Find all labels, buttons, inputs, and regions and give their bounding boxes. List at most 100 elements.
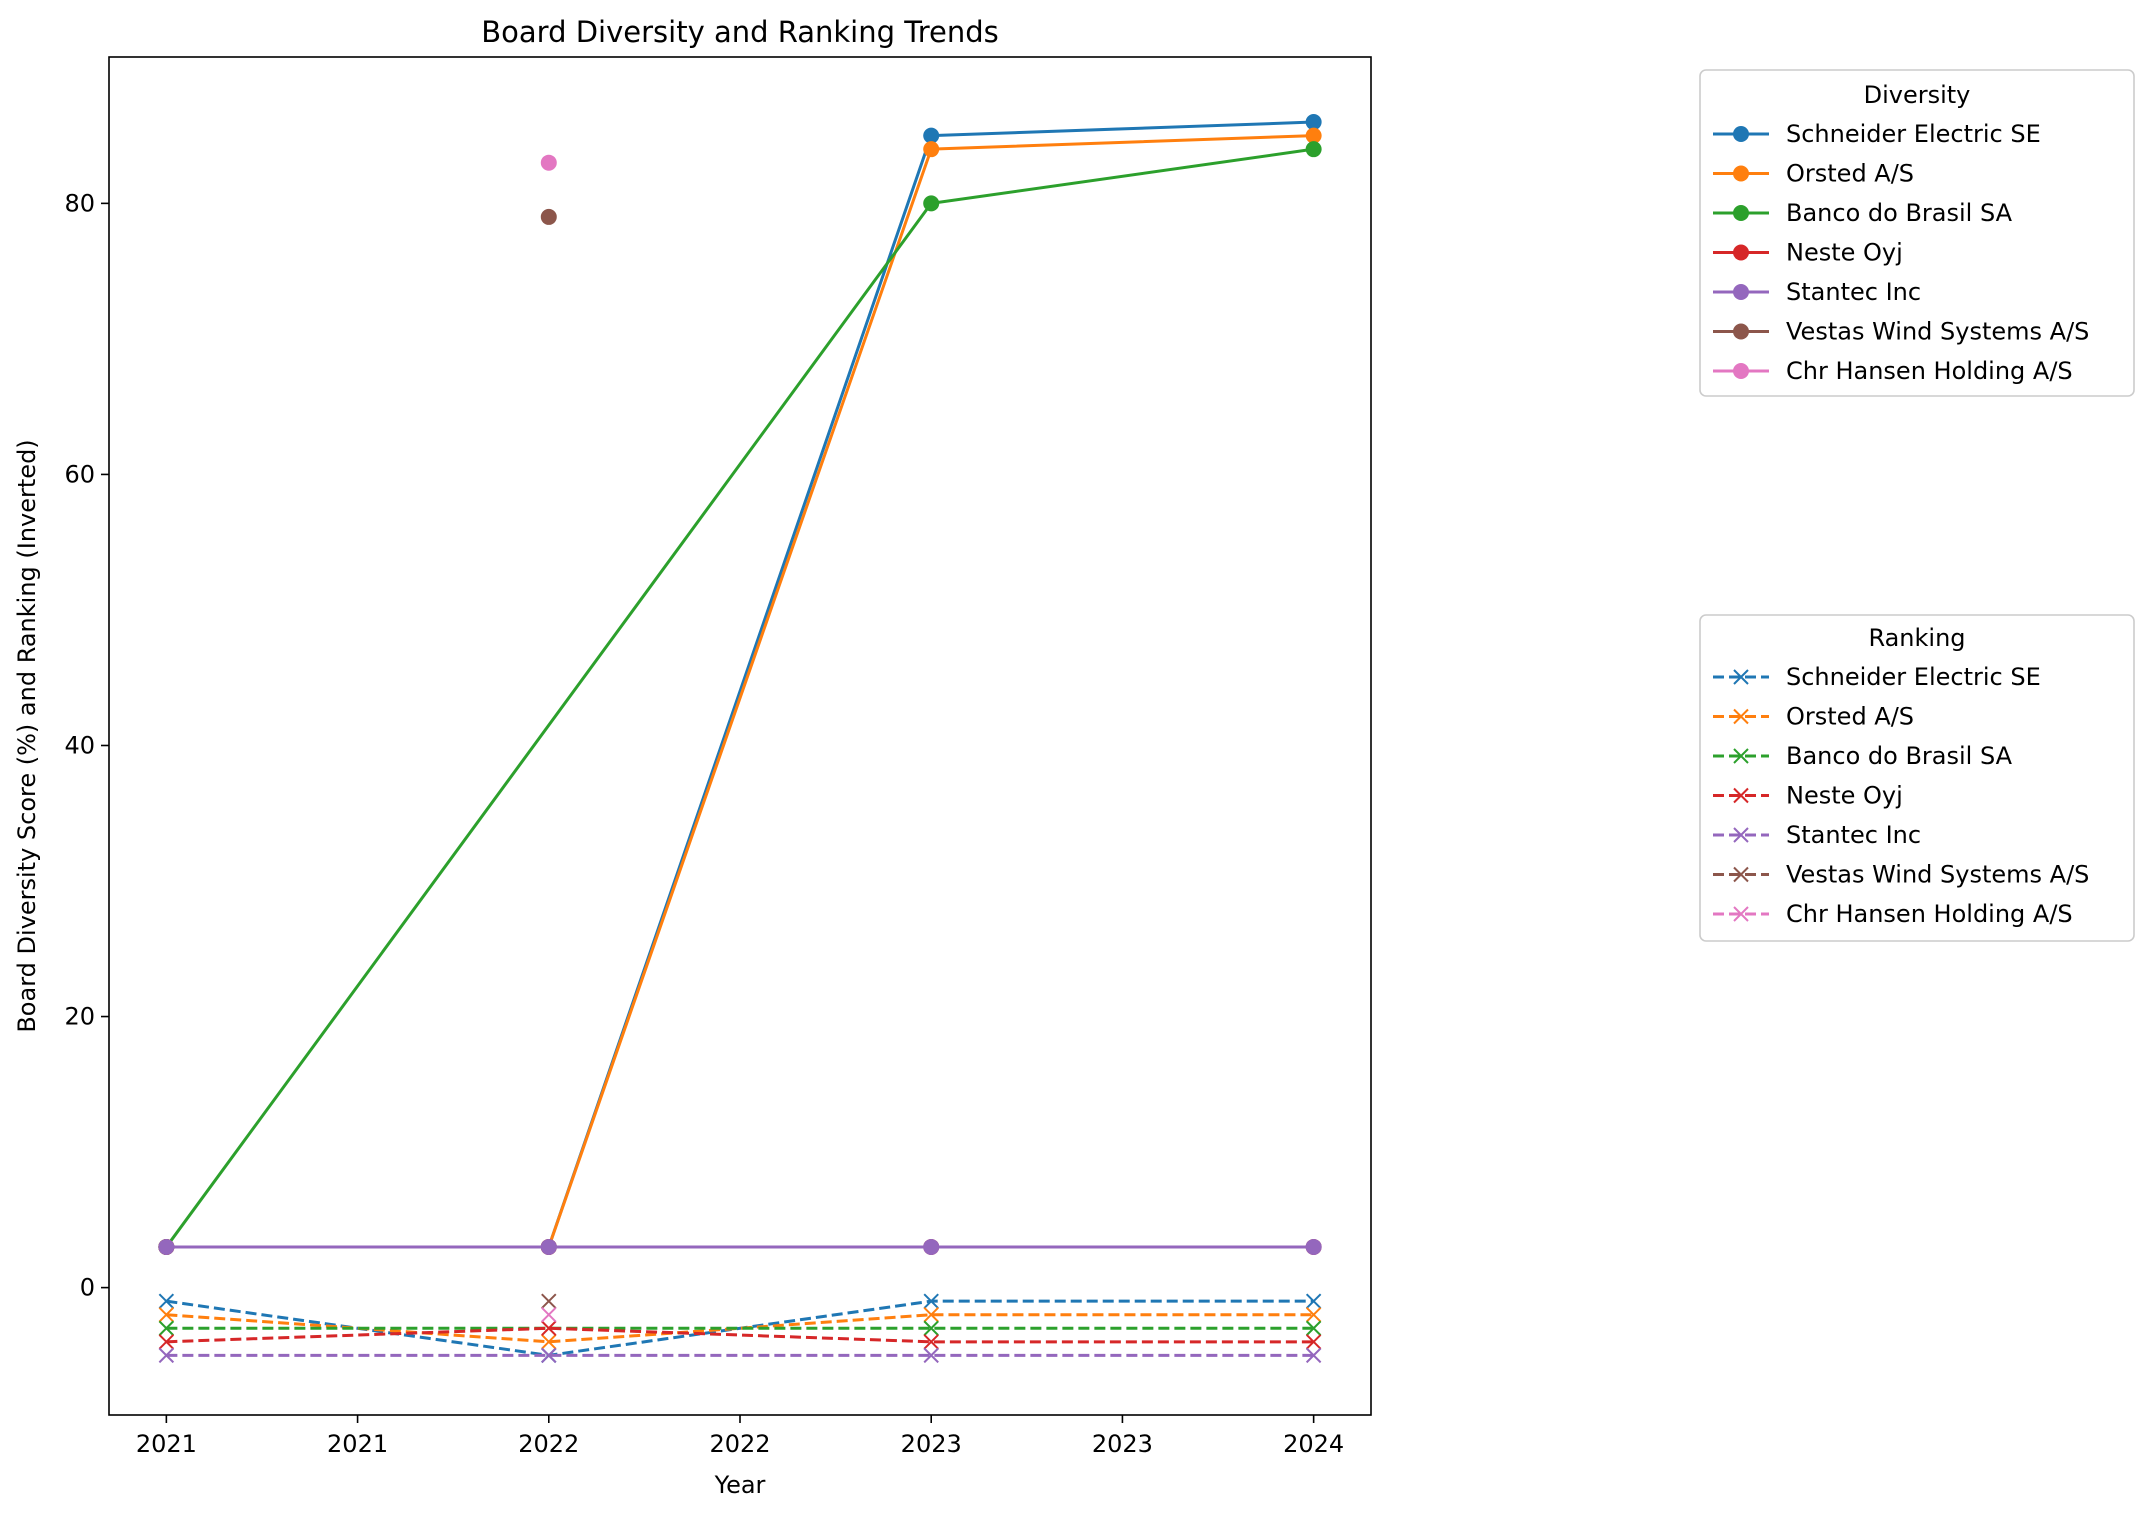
ranking-line [166,1326,1314,1344]
legend-label: Schneider Electric SE [1786,120,2041,148]
legend-label: Orsted A/S [1786,703,1914,731]
diversity-point [158,1238,175,1255]
diversity-series-vestas-wind-systems-a-s [540,208,557,225]
ranking-point [1305,1334,1322,1350]
legend-entry-stantec-inc: Stantec Inc [1713,278,1921,306]
legend-entry-chr-hansen-holding-a-s: Chr Hansen Holding A/S [1713,900,2073,928]
diversity-legend: Diversity Schneider Electric SE Orsted A/… [1699,69,2135,397]
ranking-legend-frame [1699,614,2135,942]
legend-swatch-marker [1733,284,1749,300]
legend-swatch-marker [1733,244,1749,261]
diversity-series-schneider-electric-se [158,114,1322,1255]
legend-label: Vestas Wind Systems A/S [1786,318,2089,346]
legend-label: Vestas Wind Systems A/S [1786,861,2089,889]
diversity-point [923,127,940,144]
legend-entry-orsted-a-s: Orsted A/S [1713,703,1914,731]
legend-swatch-marker [1733,708,1749,725]
legend-entry-stantec-inc: Stantec Inc [1713,821,1921,849]
ranking-point [1305,1307,1322,1323]
diversity-series-banco-do-brasil-sa [158,141,1322,1255]
ranking-point [1305,1320,1322,1336]
ranking-point [923,1293,939,1309]
ranking-point [158,1347,175,1364]
diversity-point [923,141,940,158]
ranking-point [923,1320,939,1336]
ranking-point [923,1347,939,1364]
ranking-series-neste-oyj [158,1320,1322,1350]
legend-label: Banco do Brasil SA [1786,742,2013,770]
diversity-point [923,195,940,212]
legend-swatch-marker [1733,126,1749,142]
diversity-point [1305,141,1322,158]
y-tick-label: 60 [64,460,95,488]
legend-entry-banco-do-brasil-sa: Banco do Brasil SA [1713,742,2013,770]
legend-entry-banco-do-brasil-sa: Banco do Brasil SA [1713,199,2013,227]
legend-entry-neste-oyj: Neste Oyj [1713,239,1903,267]
diversity-legend-frame [1699,69,2135,397]
diversity-point [923,1238,940,1255]
legend-label: Neste Oyj [1786,782,1903,810]
ranking-series-chr-hansen-holding-a-s [541,1307,557,1323]
y-tick-label: 0 [80,1274,95,1302]
y-tick-label: 80 [64,189,95,217]
legend-swatch-marker [1733,748,1749,764]
diversity-point [1305,114,1322,131]
ranking-point [1305,1293,1322,1309]
legend-entry-chr-hansen-holding-a-s: Chr Hansen Holding A/S [1713,357,2073,385]
x-tick-label: 2023 [1092,1430,1153,1458]
ranking-point [541,1347,557,1364]
ranking-point [158,1307,175,1323]
y-axis-label: Board Diversity Score (%) and Ranking (I… [13,439,41,1032]
ranking-point [158,1334,175,1350]
legend-swatch-marker [1733,866,1749,883]
ranking-point [923,1307,939,1323]
x-tick-label: 2022 [709,1430,770,1458]
legend-label: Orsted A/S [1786,160,1914,188]
ranking-point [541,1307,557,1323]
legend-label: Banco do Brasil SA [1786,199,2013,227]
ranking-series-stantec-inc [158,1347,1322,1364]
plot-area: 2021 2021 2022 2022 2023 2023 2024 0 20 40 60 80 [64,56,1372,1458]
x-axis: 2021 2021 2022 2022 2023 2023 2024 [136,1415,1344,1458]
x-tick-label: 2023 [901,1430,962,1458]
x-tick-label: 2021 [136,1430,197,1458]
diversity-point [540,1238,557,1255]
ranking-point [541,1334,557,1350]
legend-swatch-marker [1733,827,1749,843]
legend-label: Stantec Inc [1786,278,1921,306]
legend-label: Schneider Electric SE [1786,663,2041,691]
y-axis: 0 20 40 60 80 [64,189,109,1302]
ranking-point [541,1293,557,1309]
legend-label: Chr Hansen Holding A/S [1786,357,2073,385]
legend-entry-vestas-wind-systems-a-s: Vestas Wind Systems A/S [1713,861,2089,889]
x-tick-label: 2021 [327,1430,388,1458]
diversity-point [1305,1238,1322,1255]
legend-swatch-marker [1733,906,1749,922]
ranking-point [541,1320,557,1336]
ranking-point [158,1293,175,1309]
legend-label: Stantec Inc [1786,821,1921,849]
legend-swatch-marker [1733,205,1749,221]
y-tick-label: 40 [64,731,95,759]
ranking-point [1305,1347,1322,1364]
ranking-series-orsted-a-s [158,1307,1322,1350]
legend-swatch-marker [1733,165,1749,182]
diversity-point [540,154,557,171]
diversity-legend-title: Diversity [1864,81,1971,109]
ranking-series-banco-do-brasil-sa [158,1320,1322,1336]
legend-entry-schneider-electric-se: Schneider Electric SE [1713,663,2041,691]
ranking-legend: Ranking Schneider Electric SE Orsted A/S B… [1699,614,2135,942]
legend-entry-orsted-a-s: Orsted A/S [1713,160,1914,188]
diversity-point [1305,127,1322,144]
legend-entry-neste-oyj: Neste Oyj [1713,782,1903,810]
x-tick-label: 2022 [518,1430,579,1458]
x-tick-label: 2024 [1283,1430,1344,1458]
plot-frame [108,56,1372,1416]
legend-swatch-marker [1733,787,1749,804]
legend-label: Neste Oyj [1786,239,1903,267]
legend-swatch-marker [1733,363,1749,379]
chart-title: Board Diversity and Ranking Trends [481,15,998,49]
ranking-line [166,1299,1314,1357]
diversity-line [166,120,1314,1249]
